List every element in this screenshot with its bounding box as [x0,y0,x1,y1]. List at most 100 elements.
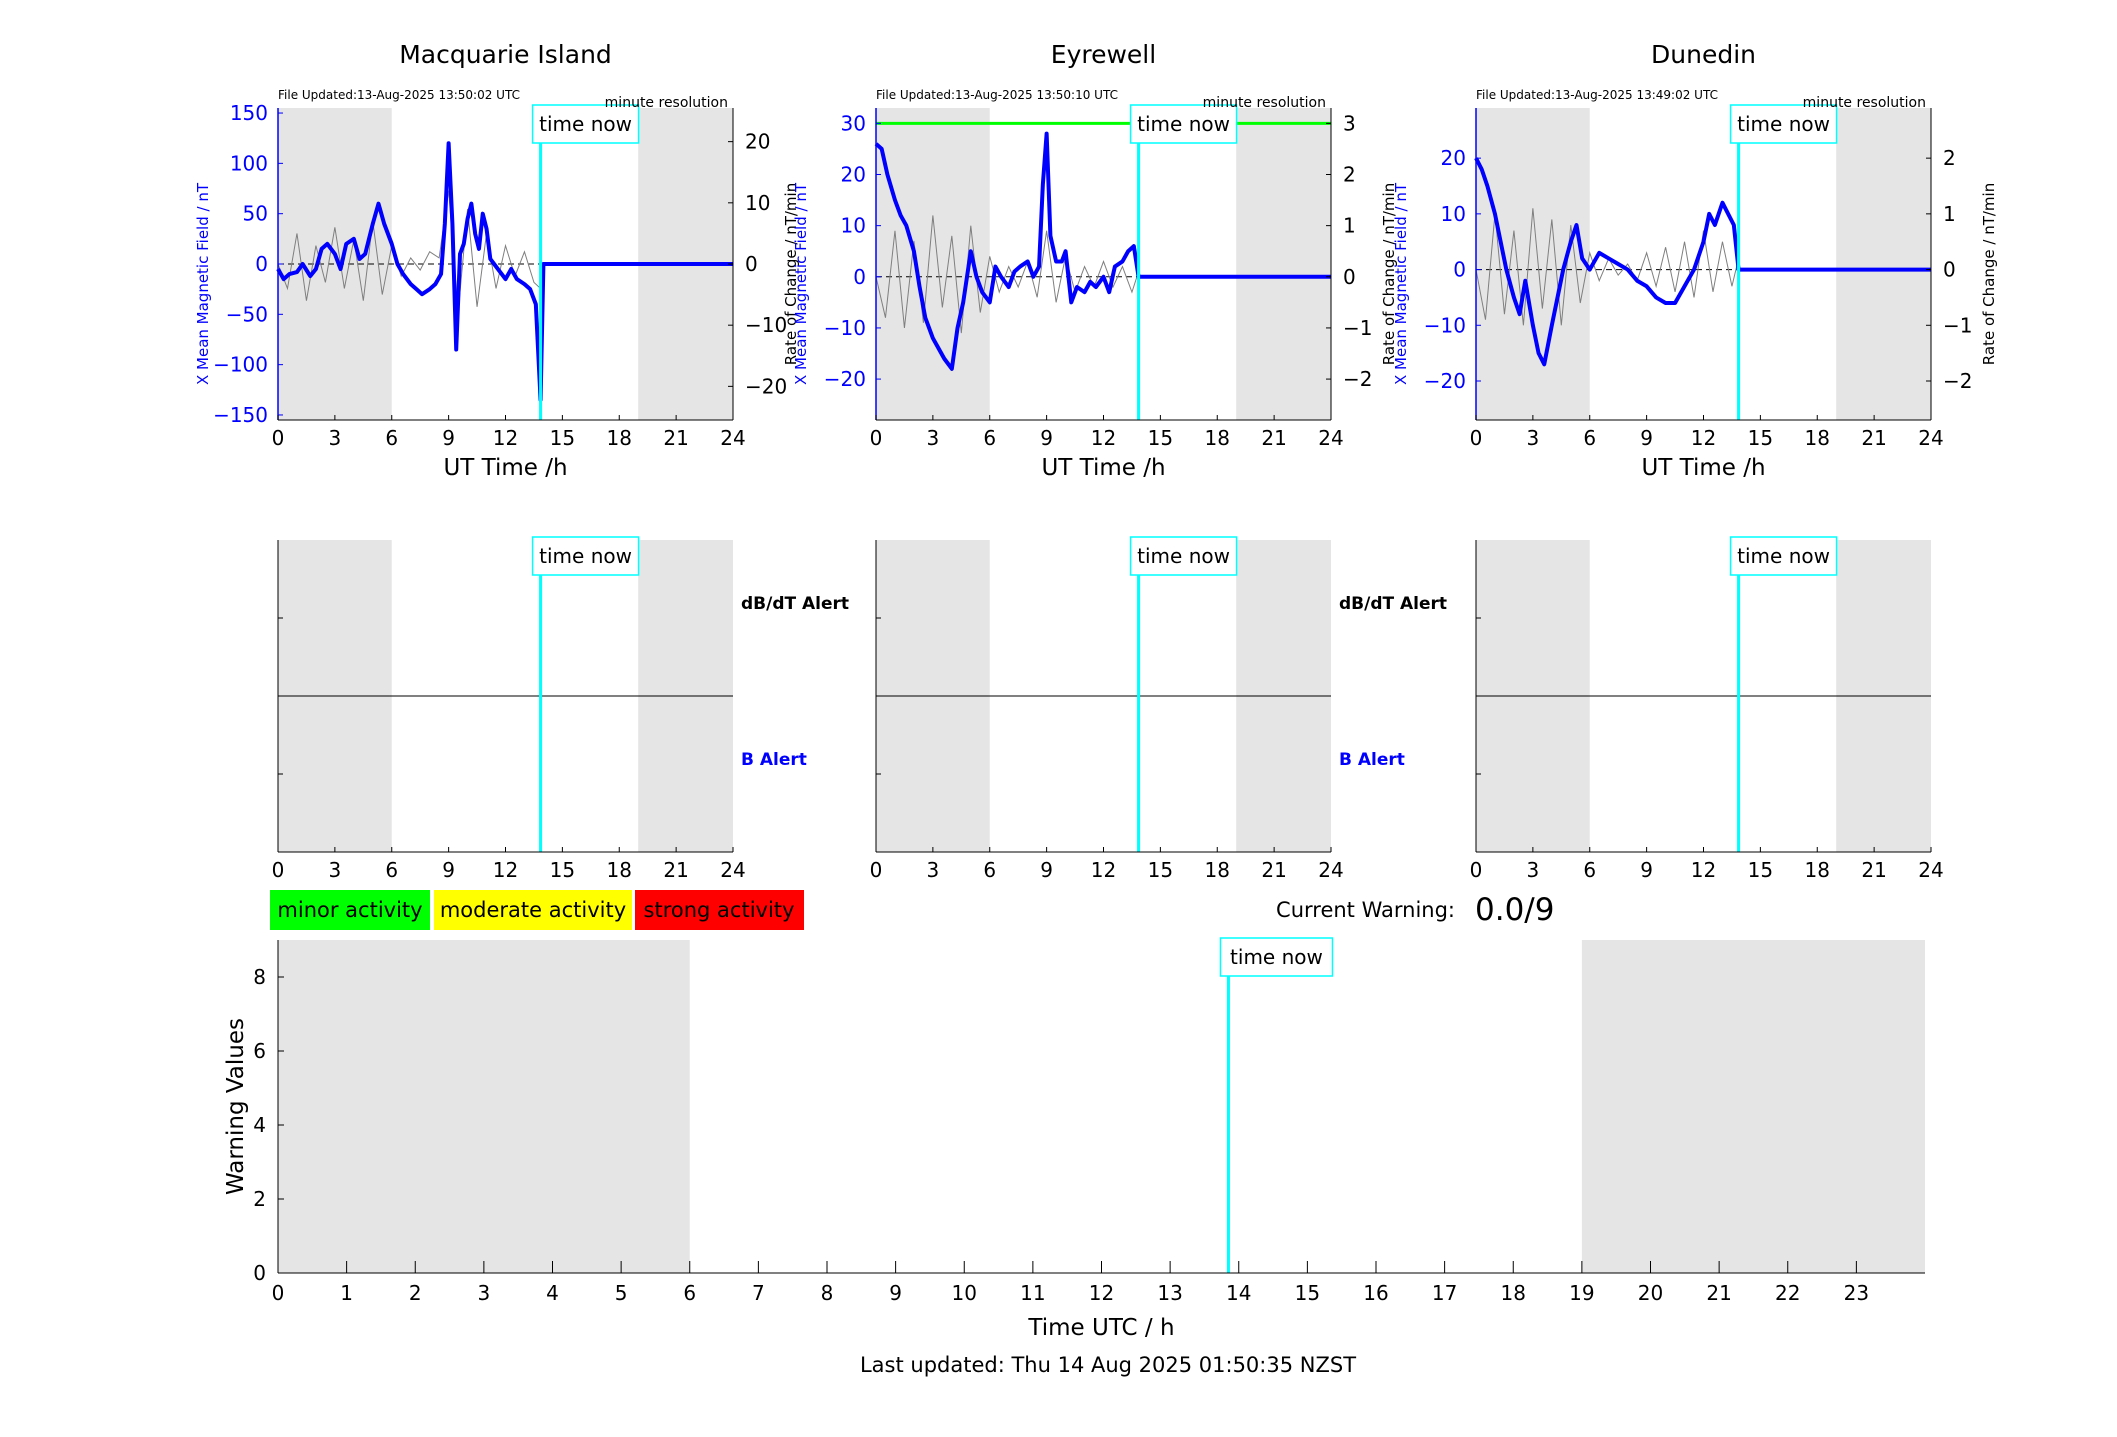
left-tick-label: 30 [841,111,866,135]
alert-x-tick-label: 18 [1205,858,1230,882]
warning-y-tick-label: 0 [253,1261,266,1285]
left-tick-label: 0 [853,265,866,289]
warning-x-tick-label: 17 [1432,1281,1457,1305]
warning-x-tick-label: 10 [952,1281,977,1305]
right-tick-label: 0 [745,252,758,276]
station-title: Eyrewell [1051,40,1156,69]
legend-strong-swatch [635,890,804,930]
time-now-box [1129,104,1238,144]
right-tick-label: −1 [1943,313,1972,337]
warning-x-tick-label: 3 [478,1281,491,1305]
right-tick-label: −2 [1943,369,1972,393]
alert-time-now-label: time now [1737,544,1830,568]
warning-x-tick-label: 4 [546,1281,559,1305]
warning-x-tick-label: 6 [683,1281,696,1305]
right-tick-label: 20 [745,130,770,154]
dbdt-alert-label: dB/dT Alert [741,594,849,614]
current-warning-value: 0.0/9 [1475,892,1554,928]
station-title: Macquarie Island [399,40,612,69]
warning-x-tick-label: 23 [1844,1281,1869,1305]
right-axis-label: Rate of Change / nT/min [1980,183,1998,365]
legend-moderate-label: moderate activity [440,898,626,922]
x-tick-label: 24 [1918,426,1943,450]
alert-time-now-box [531,536,640,576]
alert-x-tick-label: 3 [1527,858,1540,882]
x-tick-label: 21 [1861,426,1886,450]
alert-x-tick-label: 9 [1640,858,1653,882]
alert-panel: time now 0 3 6 9 12 15 18 21 24 dB/dT Alert B Alert [272,536,849,882]
alert-x-tick-label: 6 [983,858,996,882]
alert-x-tick-label: 24 [1918,858,1943,882]
magnetic-field-line [276,141,733,402]
time-now-label: time now [539,112,632,136]
resolution-label: minute resolution [1203,95,1326,111]
alert-panel: time now 0 3 6 9 12 15 18 21 24 [1470,536,1944,882]
magnetic-field-line [1474,157,1931,367]
right-tick-label: 0 [1943,258,1956,282]
x-tick-label: 6 [385,426,398,450]
left-axis-label: X Mean Magnetic Field / nT [194,182,212,385]
alert-x-tick-label: 21 [1261,858,1286,882]
activity-legend: minor activity moderate activity strong … [270,890,804,930]
station-panel-2: Eyrewell time now File Updated:13-Aug-2025… [792,40,1447,882]
alert-x-tick-label: 12 [493,858,518,882]
left-tick-label: −20 [824,367,866,391]
left-tick-label: 20 [1441,146,1466,170]
warning-y-axis-label: Warning Values [223,1018,249,1195]
warning-x-tick-label: 15 [1295,1281,1320,1305]
resolution-label: minute resolution [1803,95,1926,111]
warning-y-tick-label: 6 [253,1039,266,1063]
alert-panel: time now 0 3 6 9 12 15 18 21 24 dB/dT Alert B Alert [870,536,1447,882]
alert-x-tick-label: 18 [607,858,632,882]
legend-minor-label: minor activity [277,898,422,922]
legend-strong-label: strong activity [644,898,795,922]
alert-x-tick-label: 0 [870,858,883,882]
warning-night-shade [1581,940,1925,1273]
alert-x-tick-label: 24 [1318,858,1343,882]
alert-x-tick-label: 9 [442,858,455,882]
right-tick-label: −10 [745,313,787,337]
right-tick-label: −1 [1343,316,1372,340]
warning-y-tick-label: 2 [253,1187,266,1211]
warning-x-tick-label: 20 [1638,1281,1663,1305]
right-tick-label: 0 [1343,265,1356,289]
b-alert-label: B Alert [1339,750,1405,770]
warning-x-tick-label: 2 [409,1281,422,1305]
legend-moderate-swatch [434,890,632,930]
left-tick-label: −150 [213,403,268,427]
warning-y-tick-label: 8 [253,965,266,989]
file-updated: File Updated:13-Aug-2025 13:50:02 UTC [278,88,520,102]
alert-x-tick-label: 3 [329,858,342,882]
x-tick-label: 12 [1091,426,1116,450]
warning-x-tick-label: 5 [615,1281,628,1305]
warning-time-now-box [1219,937,1334,977]
right-tick-label: −20 [745,374,787,398]
x-tick-label: 24 [1318,426,1343,450]
right-tick-label: 1 [1343,214,1356,238]
station-title: Dunedin [1651,40,1756,69]
x-tick-label: 21 [663,426,688,450]
time-now-label: time now [1737,112,1830,136]
left-tick-label: 0 [255,252,268,276]
right-tick-label: −2 [1343,367,1372,391]
warning-x-tick-label: 9 [889,1281,902,1305]
right-tick-label: 2 [1343,162,1356,186]
left-tick-label: 20 [841,162,866,186]
warning-x-tick-label: 21 [1706,1281,1731,1305]
night-shade [278,108,392,420]
x-tick-label: 21 [1261,426,1286,450]
left-tick-label: 50 [243,202,268,226]
alert-time-now-label: time now [1137,544,1230,568]
alert-x-tick-label: 21 [663,858,688,882]
alert-x-tick-label: 9 [1040,858,1053,882]
alert-x-tick-label: 3 [927,858,940,882]
x-tick-label: 3 [329,426,342,450]
alert-x-tick-label: 6 [385,858,398,882]
left-axis-label: X Mean Magnetic Field / nT [792,182,810,385]
station-panel-1: Macquarie Island time now File Updated:13-… [194,40,849,882]
alert-x-tick-label: 21 [1861,858,1886,882]
right-axis-label: Rate of Change / nT/min [782,183,800,365]
left-tick-label: −10 [1424,313,1466,337]
warning-x-tick-label: 1 [340,1281,353,1305]
